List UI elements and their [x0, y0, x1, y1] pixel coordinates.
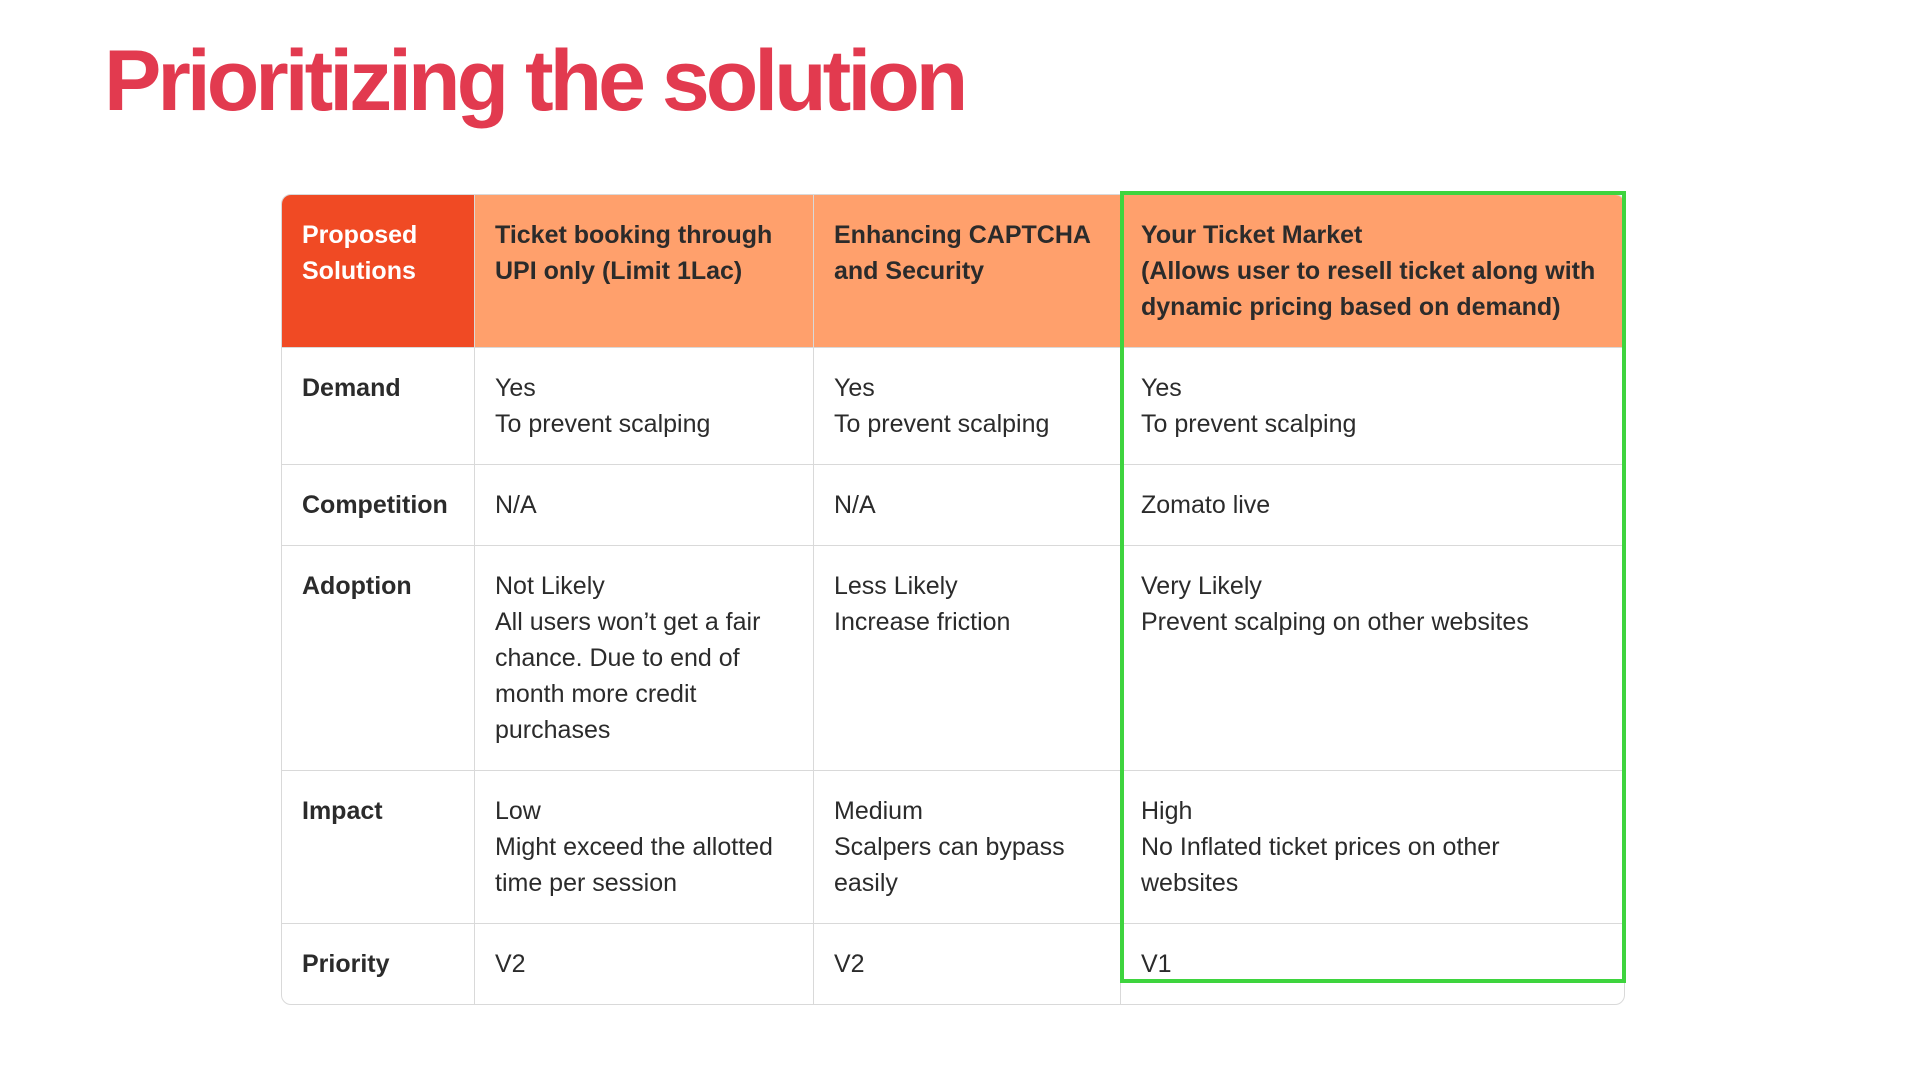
table-cell: Yes To prevent scalping: [814, 348, 1121, 465]
header-your-ticket-market: Your Ticket Market (Allows user to resel…: [1121, 195, 1624, 348]
table-cell: Not Likely All users won’t get a fair ch…: [475, 546, 814, 771]
table-cell: Very Likely Prevent scalping on other we…: [1121, 546, 1624, 771]
table-cell: V2: [475, 924, 814, 1004]
table-row-competition: Competition N/A N/A Zomato live: [282, 465, 1624, 546]
row-label: Demand: [282, 348, 475, 465]
table-row-priority: Priority V2 V2 V1: [282, 924, 1624, 1004]
table-row-demand: Demand Yes To prevent scalping Yes To pr…: [282, 348, 1624, 465]
table-cell: N/A: [475, 465, 814, 546]
table-cell: V2: [814, 924, 1121, 1004]
table-row-adoption: Adoption Not Likely All users won’t get …: [282, 546, 1624, 771]
table-cell: Zomato live: [1121, 465, 1624, 546]
table-cell: Low Might exceed the allotted time per s…: [475, 771, 814, 924]
table-cell: Yes To prevent scalping: [475, 348, 814, 465]
header-proposed-solutions: Proposed Solutions: [282, 195, 475, 348]
page-title: Prioritizing the solution: [104, 33, 968, 129]
table-row-impact: Impact Low Might exceed the allotted tim…: [282, 771, 1624, 924]
header-captcha-security: Enhancing CAPTCHA and Security: [814, 195, 1121, 348]
comparison-table: Proposed Solutions Ticket booking throug…: [281, 194, 1625, 1005]
table-cell: Yes To prevent scalping: [1121, 348, 1624, 465]
table-header-row: Proposed Solutions Ticket booking throug…: [282, 195, 1624, 348]
row-label: Adoption: [282, 546, 475, 771]
row-label: Priority: [282, 924, 475, 1004]
table-cell: High No Inflated ticket prices on other …: [1121, 771, 1624, 924]
row-label: Impact: [282, 771, 475, 924]
comparison-table-container: Proposed Solutions Ticket booking throug…: [281, 194, 1625, 1005]
row-label: Competition: [282, 465, 475, 546]
header-upi-booking: Ticket booking through UPI only (Limit 1…: [475, 195, 814, 348]
table-cell: Medium Scalpers can bypass easily: [814, 771, 1121, 924]
table-cell: N/A: [814, 465, 1121, 546]
table-cell: Less Likely Increase friction: [814, 546, 1121, 771]
table-cell: V1: [1141, 950, 1172, 978]
